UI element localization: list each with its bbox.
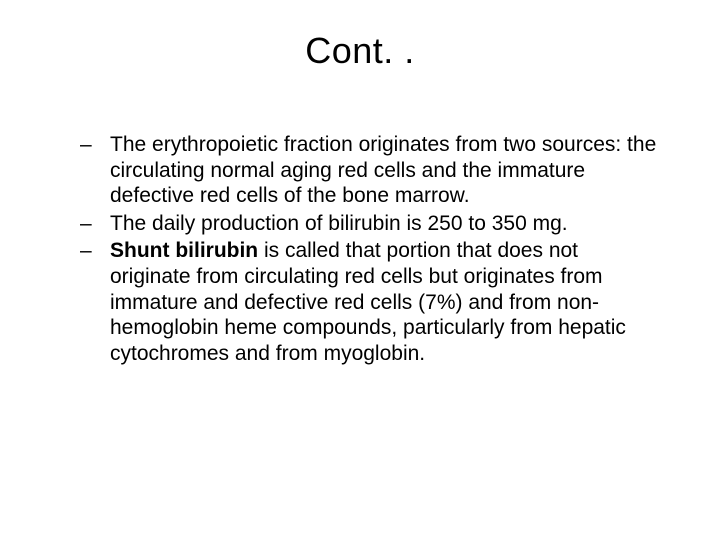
- list-item: Shunt bilirubin is called that portion t…: [80, 238, 660, 366]
- bullet-text-bold: Shunt bilirubin: [110, 239, 258, 262]
- slide-title: Cont. .: [50, 30, 670, 72]
- slide: Cont. . The erythropoietic fraction orig…: [0, 0, 720, 540]
- bullet-list: The erythropoietic fraction originates f…: [50, 132, 670, 366]
- list-item: The daily production of bilirubin is 250…: [80, 211, 660, 237]
- list-item: The erythropoietic fraction originates f…: [80, 132, 660, 209]
- bullet-text: The daily production of bilirubin is 250…: [110, 212, 568, 235]
- bullet-text: The erythropoietic fraction originates f…: [110, 133, 656, 207]
